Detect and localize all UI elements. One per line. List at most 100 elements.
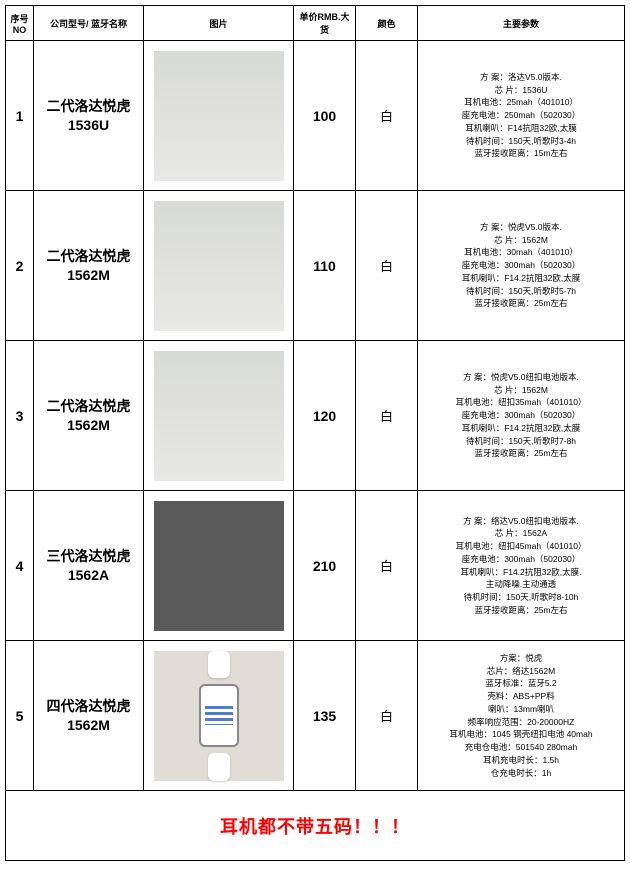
spec-line: 待机时间：150天,听歌时7-8h <box>422 435 620 448</box>
table-row: 5 四代洛达悦虎 1562M 135白方案：悦虎芯片：络达1562M蓝牙标准：蓝牙5.… <box>6 641 625 791</box>
name-line1: 二代洛达悦虎 <box>47 98 131 114</box>
table-row: 2二代洛达悦虎1562M110白方 案：悦虎V5.0版本.芯 片：1562M耳机… <box>6 191 625 341</box>
spec-line: 耳机电池：纽扣45mah（401010） <box>422 540 620 553</box>
table-row: 4 三代洛达悦虎 1562A 210白方 案：络达V5.0纽扣电池版本.芯 片：156… <box>6 491 625 641</box>
spec-line: 方案：悦虎 <box>422 652 620 665</box>
spec-line: 蓝牙接收距离：15m左右 <box>422 147 620 160</box>
cell-img <box>144 41 294 191</box>
cell-spec: 方 案：悦虎V5.0纽扣电池版本.芯 片：1562M耳机电池：纽扣35mah（4… <box>418 341 625 491</box>
cell-spec: 方 案：洛达V5.0版本.芯 片：1536U耳机电池：25mah（401010）… <box>418 41 625 191</box>
spec-line: 待机时间：150天,听歌时3-4h <box>422 135 620 148</box>
footer-text: 耳机都不带五码！！！ <box>6 791 625 861</box>
header-spec: 主要参数 <box>418 6 625 41</box>
spec-line: 蓝牙接收距离：25m左右 <box>422 447 620 460</box>
cell-name: 二代洛达悦虎 1562M <box>34 341 144 491</box>
spec-line: 仓充电时长：1h <box>422 767 620 780</box>
spec-line: 蓝牙接收距离：25m左右 <box>422 604 620 617</box>
spec-line: 耳机喇叭：F14.2抗阻32欧,太膜. <box>422 566 620 579</box>
spec-line: 壳料：ABS+PP料 <box>422 690 620 703</box>
spec-line: 耳机喇叭：F14抗阻32欧,太膜 <box>422 122 620 135</box>
cell-color: 白 <box>356 341 418 491</box>
spec-line: 充电仓电池：501540 280mah <box>422 741 620 754</box>
cell-img <box>144 641 294 791</box>
header-no: 序号NO <box>6 6 34 41</box>
cell-spec: 方案：悦虎芯片：络达1562M蓝牙标准：蓝牙5.2壳料：ABS+PP料喇叭：13… <box>418 641 625 791</box>
name-line2: 1562A <box>68 567 109 583</box>
name-line2: 1562M <box>67 717 110 733</box>
spec-line: 耳机喇叭：F14.2抗阻32欧,太膜 <box>422 422 620 435</box>
header-color: 颜色 <box>356 6 418 41</box>
cell-no: 3 <box>6 341 34 491</box>
spec-line: 座充电池：300mah（502030） <box>422 259 620 272</box>
cell-name: 三代洛达悦虎 1562A <box>34 491 144 641</box>
cell-spec: 方 案：络达V5.0纽扣电池版本.芯 片：1562A耳机电池：纽扣45mah（4… <box>418 491 625 641</box>
spec-line: 耳机电池：纽扣35mah（401010） <box>422 396 620 409</box>
name-line2: 1562M <box>67 417 110 433</box>
header-img: 图片 <box>144 6 294 41</box>
product-table: 序号NO 公司型号/ 蓝牙名称 图片 单价RMB.大货 颜色 主要参数 1二代洛… <box>5 5 625 861</box>
name-line1: 二代洛达悦虎 <box>47 398 131 414</box>
header-price: 单价RMB.大货 <box>294 6 356 41</box>
spec-line: 蓝牙接收距离：25m左右 <box>422 297 620 310</box>
spec-line: 耳机电池：25mah（401010） <box>422 96 620 109</box>
spec-line: 芯 片：1562M <box>422 384 620 397</box>
table-row: 3 二代洛达悦虎 1562M 120白方 案：悦虎V5.0纽扣电池版本.芯 片：156… <box>6 341 625 491</box>
table-row: 1二代洛达悦虎1536U100白方 案：洛达V5.0版本.芯 片：1536U耳机… <box>6 41 625 191</box>
cell-price: 210 <box>294 491 356 641</box>
spec-line: 方 案：洛达V5.0版本. <box>422 71 620 84</box>
spec-line: 蓝牙标准：蓝牙5.2 <box>422 677 620 690</box>
product-image <box>154 351 284 481</box>
cell-no: 2 <box>6 191 34 341</box>
spec-line: 座充电池：250mah（502030） <box>422 109 620 122</box>
spec-line: 待机时间：150天,听歌时5-7h <box>422 285 620 298</box>
name-line2: 1562M <box>67 267 110 283</box>
cell-name: 二代洛达悦虎 1562M <box>34 191 144 341</box>
cell-price: 135 <box>294 641 356 791</box>
cell-color: 白 <box>356 641 418 791</box>
spec-line: 频率响应范围：20-20000HZ <box>422 716 620 729</box>
spec-line: 待机时间：150天,听歌时8-10h <box>422 591 620 604</box>
spec-line: 座充电池：300mah（502030） <box>422 409 620 422</box>
cell-no: 5 <box>6 641 34 791</box>
name-line1: 三代洛达悦虎 <box>47 548 131 564</box>
footer-row: 耳机都不带五码！！！ <box>6 791 625 861</box>
header-name: 公司型号/ 蓝牙名称 <box>34 6 144 41</box>
cell-color: 白 <box>356 491 418 641</box>
spec-line: 耳机充电时长：1.5h <box>422 754 620 767</box>
spec-line: 方 案：络达V5.0纽扣电池版本. <box>422 515 620 528</box>
spec-line: 耳机喇叭：F14.2抗阻32欧,太膜 <box>422 272 620 285</box>
product-image <box>154 501 284 631</box>
cell-spec: 方 案：悦虎V5.0版本.芯 片：1562M耳机电池：30mah（401010）… <box>418 191 625 341</box>
spec-line: 芯片：络达1562M <box>422 665 620 678</box>
spec-line: 芯 片：1562M <box>422 234 620 247</box>
spec-line: 芯 片：1562A <box>422 527 620 540</box>
spec-line: 方 案：悦虎V5.0纽扣电池版本. <box>422 371 620 384</box>
product-image <box>154 51 284 181</box>
spec-line: 耳机电池：1045 钢壳纽扣电池 40mah <box>422 728 620 741</box>
cell-no: 1 <box>6 41 34 191</box>
cell-name: 四代洛达悦虎 1562M <box>34 641 144 791</box>
cell-no: 4 <box>6 491 34 641</box>
cell-img <box>144 191 294 341</box>
product-image <box>154 651 284 781</box>
cell-price: 120 <box>294 341 356 491</box>
spec-line: 芯 片：1536U <box>422 84 620 97</box>
spec-line: 主动降噪.主动通透 <box>422 578 620 591</box>
spec-line: 方 案：悦虎V5.0版本. <box>422 221 620 234</box>
spec-line: 座充电池：300mah（502030） <box>422 553 620 566</box>
cell-color: 白 <box>356 191 418 341</box>
cell-img <box>144 341 294 491</box>
cell-price: 110 <box>294 191 356 341</box>
name-line1: 四代洛达悦虎 <box>47 698 131 714</box>
cell-color: 白 <box>356 41 418 191</box>
header-row: 序号NO 公司型号/ 蓝牙名称 图片 单价RMB.大货 颜色 主要参数 <box>6 6 625 41</box>
spec-line: 耳机电池：30mah（401010） <box>422 246 620 259</box>
product-image <box>154 201 284 331</box>
name-line1: 二代洛达悦虎 <box>47 248 131 264</box>
cell-name: 二代洛达悦虎 1536U <box>34 41 144 191</box>
spec-line: 喇叭：13mm喇叭 <box>422 703 620 716</box>
cell-img <box>144 491 294 641</box>
table-body: 1二代洛达悦虎1536U100白方 案：洛达V5.0版本.芯 片：1536U耳机… <box>6 41 625 791</box>
name-line2: 1536U <box>68 117 109 133</box>
cell-price: 100 <box>294 41 356 191</box>
